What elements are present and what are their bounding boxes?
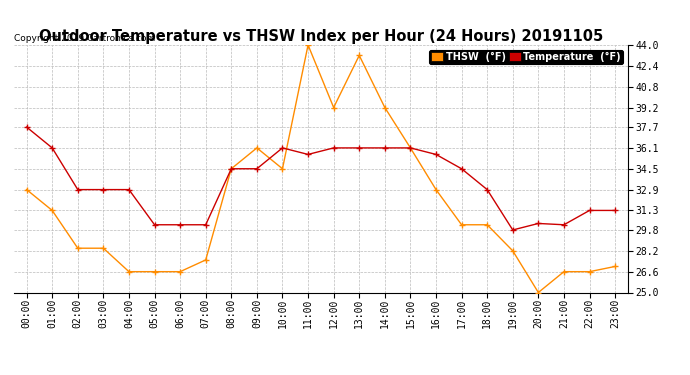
- Legend: THSW  (°F), Temperature  (°F): THSW (°F), Temperature (°F): [429, 50, 623, 64]
- Text: Copyright 2019 Cartronics.com: Copyright 2019 Cartronics.com: [14, 33, 155, 42]
- Title: Outdoor Temperature vs THSW Index per Hour (24 Hours) 20191105: Outdoor Temperature vs THSW Index per Ho…: [39, 29, 603, 44]
